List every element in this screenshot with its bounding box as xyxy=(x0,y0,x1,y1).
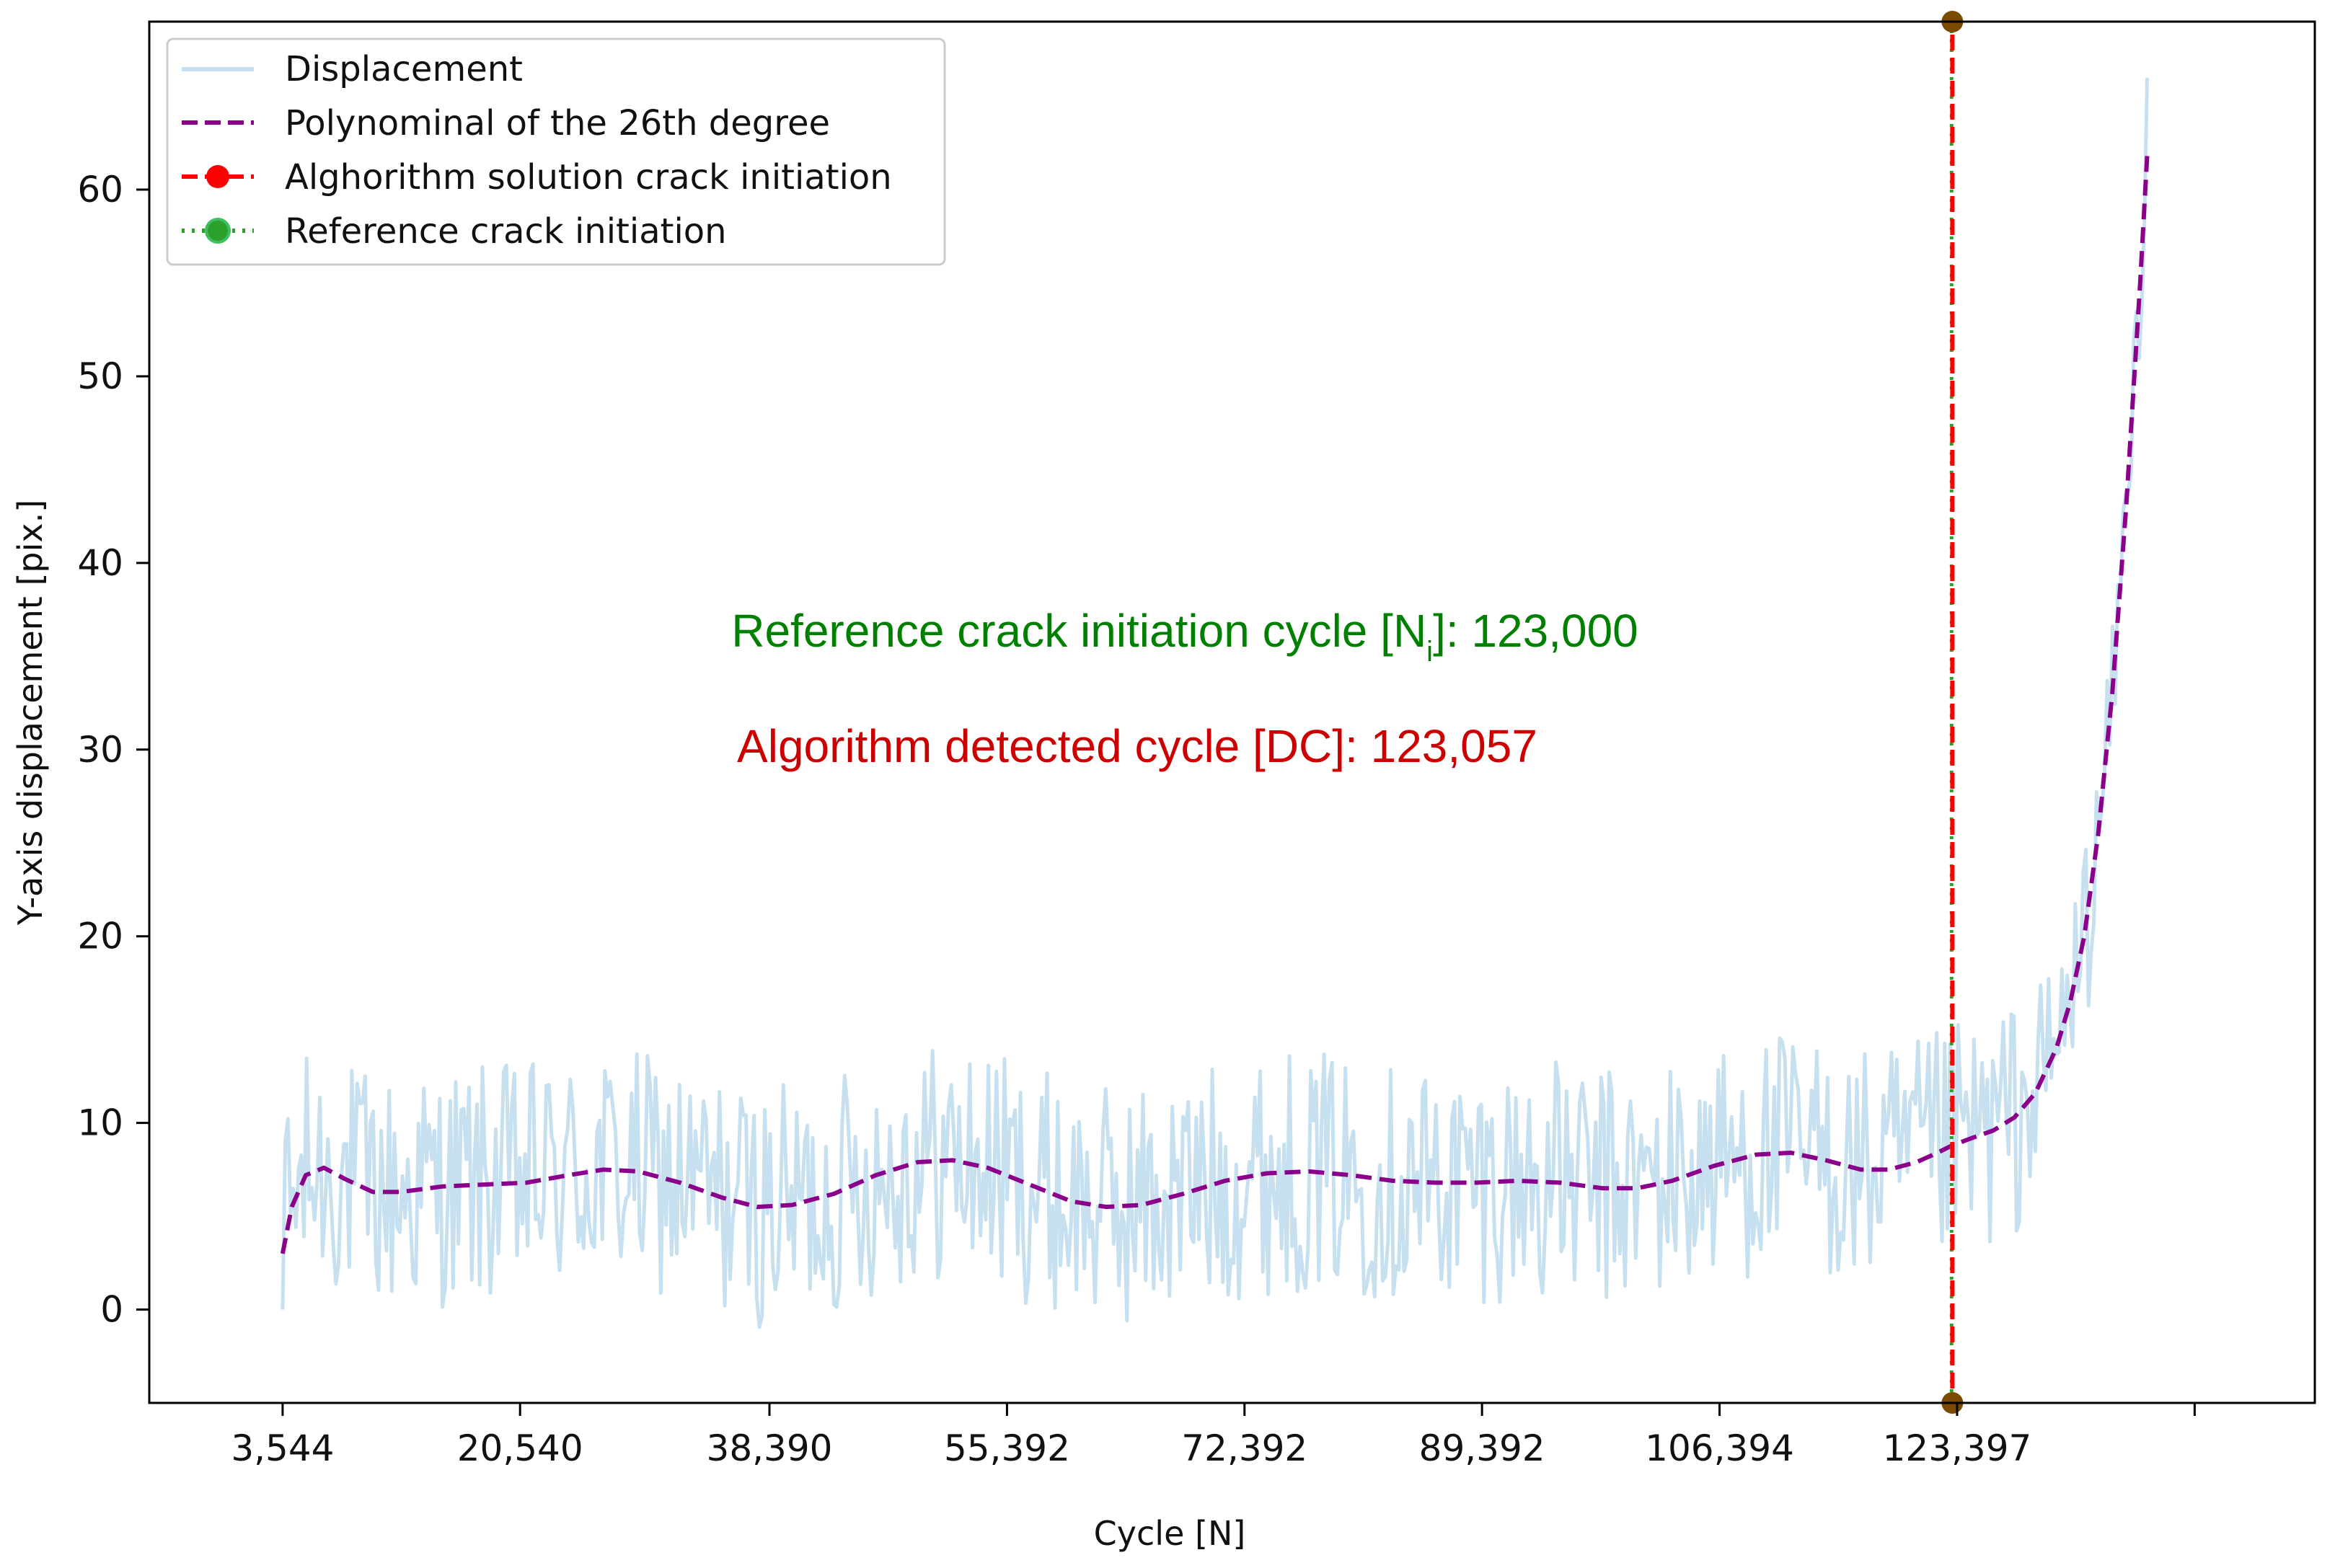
y-tick-label: 20 xyxy=(77,916,123,957)
reference-annotation-main: Reference crack initiation cycle [N xyxy=(731,605,1426,657)
reference-annotation-tail: ]: 123,000 xyxy=(1433,605,1638,657)
y-tick-label: 30 xyxy=(77,729,123,771)
legend-label-polynomial: Polynominal of the 26th degree xyxy=(285,103,830,143)
reference-cycle-annotation: Reference crack initiation cycle [Ni]: 1… xyxy=(731,605,1638,668)
legend-box xyxy=(166,37,946,266)
legend-label-reference: Reference crack initiation xyxy=(285,211,727,252)
y-tick-label: 0 xyxy=(100,1289,123,1331)
x-tick-label: 89,392 xyxy=(1419,1427,1545,1469)
x-tick-label: 72,392 xyxy=(1181,1427,1307,1469)
legend-label-algorithm: Alghorithm solution crack initiation xyxy=(285,157,892,198)
annotations: Reference crack initiation cycle [Ni]: 1… xyxy=(731,605,1638,772)
legend-key-algorithm-marker xyxy=(206,165,229,188)
y-tick-label: 40 xyxy=(77,542,123,584)
x-tick-label: 3,544 xyxy=(231,1427,334,1469)
x-axis-label: Cycle [N] xyxy=(1094,1514,1246,1553)
y-axis-label: Y-axis displacement [pix.] xyxy=(11,500,50,926)
x-tick-label: 38,390 xyxy=(707,1427,833,1469)
x-tick-label: 106,394 xyxy=(1645,1427,1794,1469)
y-tick-label: 10 xyxy=(77,1102,123,1144)
legend-label-displacement: Displacement xyxy=(285,49,523,89)
series-polynomial-line xyxy=(280,156,2150,1254)
legend-key-reference-marker xyxy=(205,218,231,244)
y-axis: 0 10 20 30 40 50 60 xyxy=(77,169,149,1331)
y-tick-label: 60 xyxy=(77,169,123,211)
x-tick-label: 55,392 xyxy=(944,1427,1070,1469)
algorithm-cycle-annotation: Algorithm detected cycle [DC]: 123,057 xyxy=(737,720,1537,772)
x-axis: 3,544 20,540 38,390 55,392 72,392 89,392 106,3… xyxy=(231,1403,2196,1469)
plot-area xyxy=(280,77,2150,1329)
x-tick-label: 123,397 xyxy=(1883,1427,2032,1469)
y-tick-label: 50 xyxy=(77,355,123,397)
plot-frame xyxy=(148,20,2316,1404)
x-tick-label: 20,540 xyxy=(457,1427,583,1469)
reference-annotation-subscript: i xyxy=(1426,636,1433,668)
legend: Displacement Polynominal of the 26th deg… xyxy=(166,37,946,266)
series-displacement-line xyxy=(281,77,2149,1329)
